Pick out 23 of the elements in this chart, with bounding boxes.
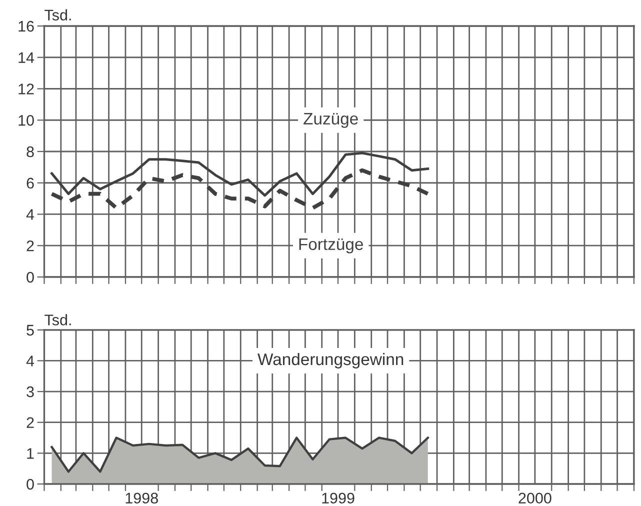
y-tick-label: 3 [26, 386, 34, 398]
y-axis-title: Tsd. [44, 9, 71, 20]
y-axis-title: Tsd. [44, 314, 71, 326]
y-tick-label: 2 [26, 240, 34, 252]
y-tick-label: 5 [26, 324, 34, 336]
y-tick-label: 14 [18, 52, 34, 63]
series-label: Fortzüge [299, 238, 363, 254]
y-tick-label: 8 [26, 146, 34, 158]
text: Wanderungsgewinn [258, 352, 404, 368]
y-tick-label: 0 [26, 272, 34, 283]
y-tick-label: 0 [26, 478, 34, 490]
x-tick-label: 1998 [126, 492, 158, 504]
y-tick-label: 6 [26, 178, 34, 189]
y-tick-label: 4 [26, 356, 34, 366]
series-label: Zuzüge [304, 112, 358, 128]
y-tick-label: 12 [18, 84, 34, 94]
y-tick-label: 10 [18, 114, 34, 126]
y-tick-label: 16 [18, 20, 34, 32]
x-tick-label: 2000 [518, 492, 552, 504]
y-tick-label: 4 [26, 209, 34, 220]
y-tick-label: 1 [27, 448, 34, 459]
x-tick-label: 1999 [322, 492, 354, 504]
y-tick-label: 2 [26, 417, 34, 428]
